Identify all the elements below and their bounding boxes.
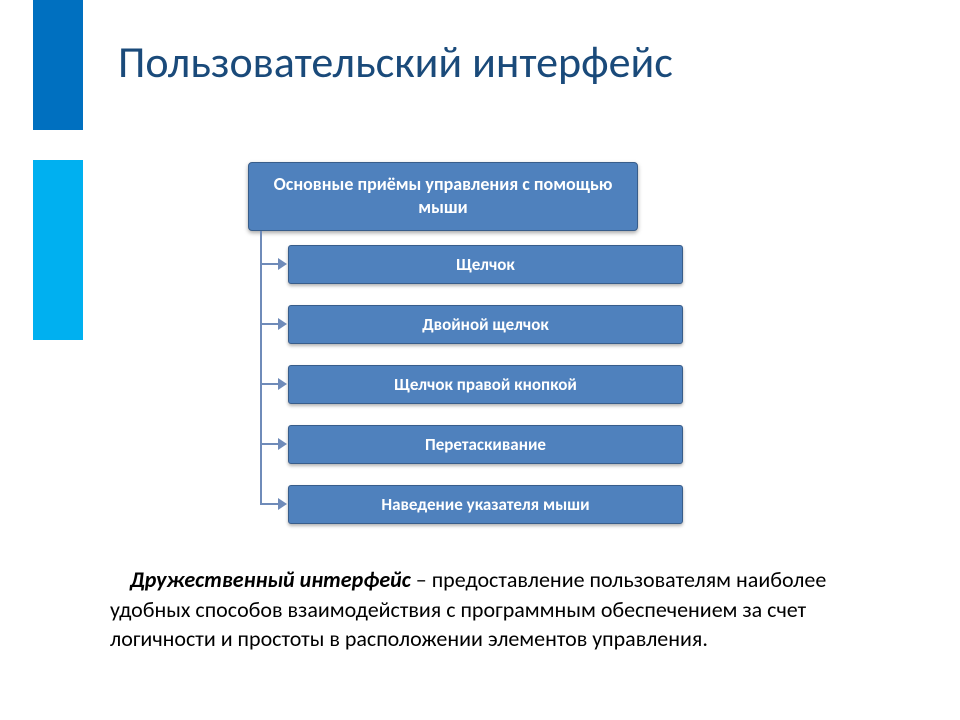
connector-vertical [260,351,262,411]
connector-horizontal [260,383,280,385]
arrow-icon [278,378,287,390]
definition-term: Дружественный интерфейс [130,566,411,593]
definition-paragraph: Дружественный интерфейс – предоставление… [110,565,890,654]
arrow-icon [278,438,287,450]
accent-bar-light [33,160,83,340]
chart-root-box: Основные приёмы управления с помощью мыш… [248,162,638,231]
chart-child-box: Щелчок [288,245,683,284]
connector-horizontal [260,443,280,445]
chart-row: Щелчок [220,231,700,291]
slide: Пользовательский интерфейс Основные приё… [0,0,960,720]
mouse-techniques-chart: Основные приёмы управления с помощью мыш… [220,162,700,531]
arrow-icon [278,318,287,330]
chart-child-box: Двойной щелчок [288,305,683,344]
arrow-icon [278,498,287,510]
connector-vertical [260,231,262,291]
chart-row: Наведение указателя мыши [220,471,700,531]
connector-vertical [260,291,262,351]
arrow-icon [278,258,287,270]
connector-horizontal [260,503,280,505]
page-title: Пользовательский интерфейс [118,35,673,89]
chart-child-box: Перетаскивание [288,425,683,464]
connector-horizontal [260,323,280,325]
connector-vertical [260,411,262,471]
connector-horizontal [260,263,280,265]
chart-child-box: Щелчок правой кнопкой [288,365,683,404]
chart-child-box: Наведение указателя мыши [288,485,683,524]
chart-row: Перетаскивание [220,411,700,471]
chart-row: Двойной щелчок [220,291,700,351]
accent-bar-dark [33,0,83,130]
chart-row: Щелчок правой кнопкой [220,351,700,411]
connector-vertical [260,471,262,505]
